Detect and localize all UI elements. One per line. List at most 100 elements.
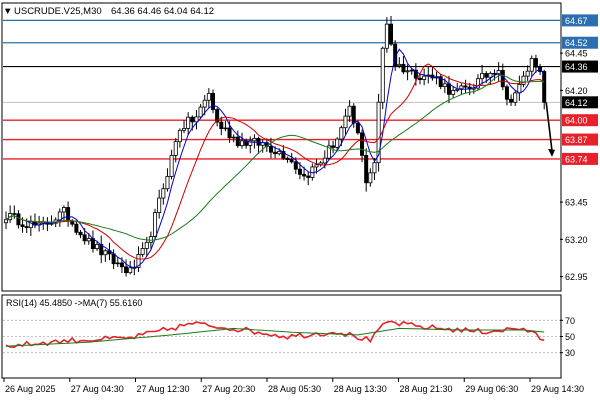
level-tag-label: 64.00 xyxy=(565,116,588,126)
candle-body xyxy=(148,236,153,243)
candle-body xyxy=(314,164,319,168)
candle-body xyxy=(4,219,9,224)
candle-body xyxy=(140,248,145,255)
candle-body xyxy=(74,223,79,233)
candle-body xyxy=(194,116,199,123)
candle-body xyxy=(405,70,410,73)
rsi-tick-label: 70 xyxy=(565,316,575,326)
candle-body xyxy=(289,159,294,163)
candle-body xyxy=(455,89,460,91)
header-dropdown-icon[interactable]: ▼ xyxy=(3,6,12,17)
candle-body xyxy=(364,155,369,184)
time-axis: 26 Aug 2025 27 Aug 04:30 27 Aug 12:30 27 Au… xyxy=(3,378,584,394)
candle-body xyxy=(273,151,278,155)
candle-body xyxy=(103,250,108,256)
candle-body xyxy=(16,213,21,226)
candle-body xyxy=(521,75,526,85)
moving-averages xyxy=(5,48,545,269)
candle-body xyxy=(302,173,307,177)
chart-symbol: USCRUDE.V25,M30 xyxy=(14,6,102,17)
time-tick-label: 29 Aug 06:30 xyxy=(465,384,518,394)
candle-body xyxy=(161,188,166,199)
rsi-grid xyxy=(3,319,560,354)
candle-body xyxy=(351,105,356,124)
ma-line-ma_slow xyxy=(5,74,545,241)
rsi-line-rsi_ma xyxy=(5,327,545,347)
time-tick-label: 28 Aug 13:30 xyxy=(334,384,387,394)
candle-body xyxy=(368,172,373,184)
candle-body xyxy=(442,83,447,87)
candle-body xyxy=(446,83,451,95)
level-tag xyxy=(562,133,598,146)
chart-header: ▼ USCRUDE.V25,M30 64.36 64.46 64.04 64.1… xyxy=(3,6,214,17)
candle-body xyxy=(480,73,485,80)
candle-body xyxy=(384,23,389,49)
level-tag xyxy=(562,14,598,27)
level-tag-label: 64.52 xyxy=(565,38,588,48)
projection-arrow-shaft xyxy=(545,102,553,152)
candle-body xyxy=(115,262,120,265)
level-tag xyxy=(562,114,598,127)
candle-body xyxy=(504,86,509,100)
candle-body xyxy=(223,127,228,130)
level-lines xyxy=(3,19,560,160)
candle-body xyxy=(78,231,83,236)
candle-body xyxy=(215,109,220,123)
candle-body xyxy=(268,146,273,153)
candle-body xyxy=(459,85,464,90)
candle-body xyxy=(277,151,282,155)
candle-body xyxy=(202,99,207,108)
candle-body xyxy=(281,151,286,159)
candle-body xyxy=(252,138,257,142)
candle-body xyxy=(339,127,344,140)
candle-body xyxy=(61,207,66,213)
time-tick-label: 29 Aug 14:30 xyxy=(531,384,584,394)
candle-body xyxy=(347,105,352,117)
candle-body xyxy=(144,241,149,249)
candle-body xyxy=(248,140,253,146)
rsi-axis: 70 50 30 xyxy=(560,316,575,358)
candle-body xyxy=(335,138,340,148)
price-tick-label: 64.45 xyxy=(565,49,588,59)
candle-body xyxy=(198,106,203,118)
candle-body xyxy=(525,70,530,77)
candle-body xyxy=(235,136,240,147)
candle-body xyxy=(488,72,493,78)
candle-body xyxy=(119,262,124,268)
price-pane[interactable]: 64.67 64.52 64.36 64.12 64.00 63.87 63.74 62.95… xyxy=(1,2,598,292)
level-tag-label: 64.67 xyxy=(565,16,588,26)
candle-body xyxy=(86,238,91,242)
candle-body xyxy=(438,76,443,87)
price-pane-frame xyxy=(1,2,562,292)
chart-ohlc: 64.36 64.46 64.04 64.12 xyxy=(111,6,214,17)
candles xyxy=(4,15,547,277)
candle-body xyxy=(360,132,365,156)
level-tag xyxy=(562,36,598,49)
candle-body xyxy=(326,145,331,159)
level-tag-label: 64.36 xyxy=(565,62,588,72)
candle-body xyxy=(389,23,394,45)
candle-body xyxy=(322,157,327,164)
rsi-tick-label: 30 xyxy=(565,348,575,358)
candle-body xyxy=(509,98,514,103)
level-tag xyxy=(562,60,598,73)
candle-body xyxy=(372,162,377,174)
candle-body xyxy=(517,84,522,94)
candle-body xyxy=(422,75,427,80)
rsi-title: RSI(14) 45.4850 ->MA(7) 55.6160 xyxy=(6,298,142,308)
rsi-pane[interactable]: RSI(14) 45.4850 ->MA(7) 55.6160 70 50 30 xyxy=(1,294,575,379)
candle-body xyxy=(66,207,71,222)
time-tick-label: 27 Aug 20:30 xyxy=(202,384,255,394)
candle-body xyxy=(484,73,489,78)
time-tick-label: 26 Aug 2025 xyxy=(5,384,56,394)
level-tag-label: 64.12 xyxy=(565,98,588,108)
candle-body xyxy=(70,220,75,225)
candle-body xyxy=(331,145,336,148)
price-axis: 64.67 64.52 64.36 64.12 64.00 63.87 63.74 62.95… xyxy=(560,14,598,282)
candle-body xyxy=(95,244,100,249)
candle-body xyxy=(153,212,158,237)
candle-body xyxy=(492,72,497,75)
candle-body xyxy=(513,92,518,103)
candle-body xyxy=(12,213,17,215)
